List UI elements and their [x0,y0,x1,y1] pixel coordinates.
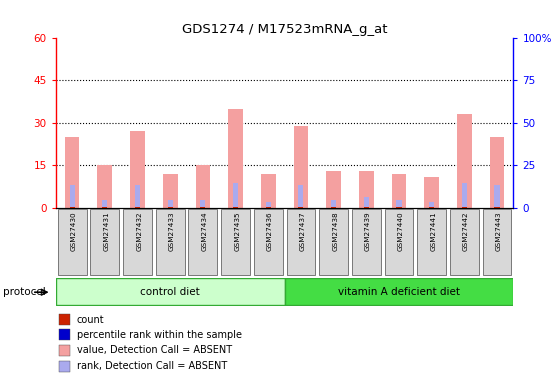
Text: GSM27443: GSM27443 [496,211,502,251]
FancyBboxPatch shape [384,209,413,275]
Bar [228,109,243,208]
Bar [424,177,439,208]
Text: GSM27437: GSM27437 [300,211,306,251]
Bar [163,174,177,208]
Bar [233,207,238,208]
Text: GSM27433: GSM27433 [169,211,175,251]
Bar [490,137,504,208]
Bar [102,207,107,208]
FancyBboxPatch shape [285,278,513,305]
Bar [233,183,238,208]
Bar [59,314,70,325]
Bar [167,207,173,208]
Bar [65,137,79,208]
Bar [364,207,369,208]
Bar [70,185,75,208]
Bar [266,207,271,208]
Text: GSM27441: GSM27441 [430,211,436,251]
Bar [261,174,276,208]
Text: control diet: control diet [140,286,200,297]
Bar [102,200,107,208]
Text: GSM27434: GSM27434 [201,211,208,251]
Bar [396,207,402,208]
Bar [429,202,434,208]
Bar [494,185,499,208]
FancyBboxPatch shape [56,278,285,305]
Bar [364,197,369,208]
FancyBboxPatch shape [352,209,381,275]
Bar [462,207,467,208]
FancyBboxPatch shape [450,209,479,275]
Bar [429,207,434,208]
Text: vitamin A deficient diet: vitamin A deficient diet [338,286,460,297]
FancyBboxPatch shape [287,209,315,275]
FancyBboxPatch shape [58,209,86,275]
Text: GSM27435: GSM27435 [234,211,240,251]
Bar [266,202,271,208]
Bar [70,207,75,208]
Bar [299,207,304,208]
FancyBboxPatch shape [123,209,152,275]
Text: GSM27432: GSM27432 [136,211,142,251]
FancyBboxPatch shape [90,209,119,275]
Bar [396,200,402,208]
Bar [294,126,308,208]
Bar [299,185,304,208]
Bar [359,171,374,208]
FancyBboxPatch shape [417,209,446,275]
Text: GSM27442: GSM27442 [463,211,469,251]
Text: GSM27436: GSM27436 [267,211,273,251]
Bar [457,114,472,208]
Text: value, Detection Call = ABSENT: value, Detection Call = ABSENT [76,345,232,355]
Text: GSM27430: GSM27430 [71,211,77,251]
Bar [462,183,467,208]
Bar [200,200,205,208]
Bar [167,200,173,208]
Bar [135,207,140,208]
FancyBboxPatch shape [254,209,282,275]
Text: GSM27440: GSM27440 [398,211,403,251]
Bar [326,171,341,208]
Title: GDS1274 / M17523mRNA_g_at: GDS1274 / M17523mRNA_g_at [182,23,387,36]
Bar [59,329,70,340]
Text: count: count [76,315,104,324]
Text: protocol: protocol [3,286,46,297]
FancyBboxPatch shape [189,209,217,275]
Bar [135,185,140,208]
Bar [392,174,406,208]
Text: GSM27439: GSM27439 [365,211,371,251]
FancyBboxPatch shape [483,209,511,275]
Bar [200,207,205,208]
FancyBboxPatch shape [319,209,348,275]
Bar [98,165,112,208]
Text: GSM27431: GSM27431 [103,211,109,251]
Bar [59,361,70,372]
Bar [494,207,499,208]
Bar [59,345,70,356]
Bar [130,131,145,208]
FancyBboxPatch shape [221,209,250,275]
Bar [331,200,336,208]
Bar [331,207,336,208]
Text: rank, Detection Call = ABSENT: rank, Detection Call = ABSENT [76,361,227,371]
Text: percentile rank within the sample: percentile rank within the sample [76,330,242,340]
FancyBboxPatch shape [156,209,185,275]
Text: GSM27438: GSM27438 [332,211,338,251]
Bar [195,165,210,208]
